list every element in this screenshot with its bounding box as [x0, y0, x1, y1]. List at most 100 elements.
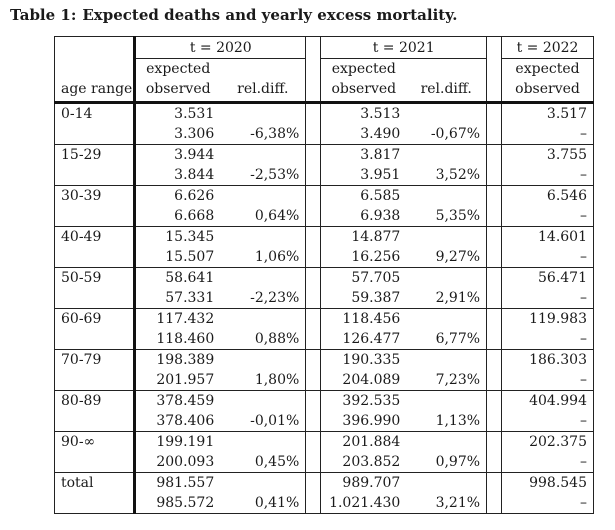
- gap-cell: [305, 144, 321, 165]
- gap-cell: [486, 493, 502, 514]
- gap-cell: [305, 472, 321, 493]
- gap-cell: [305, 247, 321, 268]
- age-range-blank: [53, 329, 135, 350]
- reldiff-2020: 1,80%: [220, 370, 306, 391]
- table-row-expected: 30-39 6.626 6.585 6.546: [53, 185, 594, 207]
- table-row-observed: 200.093 0,45% 203.852 0,97% –: [53, 452, 594, 473]
- age-range-blank: [53, 370, 135, 391]
- gap-cell: [305, 431, 321, 452]
- gap-cell: [305, 349, 321, 370]
- expected-2021: 392.535: [320, 390, 407, 411]
- table-row-expected: 0-14 3.531 3.513 3.517: [53, 102, 594, 125]
- age-range-cell: 40-49: [53, 226, 135, 247]
- gap-cell: [305, 206, 321, 227]
- gap-cell: [486, 452, 502, 473]
- reldiff-blank: [220, 227, 306, 248]
- gap-cell: [305, 411, 321, 432]
- reldiff-blank: [220, 103, 306, 125]
- observed-2020: 985.572: [133, 493, 221, 514]
- age-range-blank: [53, 165, 135, 186]
- table-row-observed: 3.844 -2,53% 3.951 3,52% –: [53, 165, 594, 186]
- gap-cell: [305, 165, 321, 186]
- observed-2022: –: [501, 452, 594, 473]
- age-range-blank: [53, 411, 135, 432]
- gap-cell: [486, 206, 502, 227]
- table-row-expected: 70-79 198.389 190.335 186.303: [53, 349, 594, 371]
- table-row-observed: 985.572 0,41% 1.021.430 3,21% –: [53, 493, 594, 514]
- reldiff-blank: [220, 350, 306, 371]
- observed-2021: 126.477: [320, 329, 407, 350]
- age-range-cell: total: [53, 472, 135, 493]
- reldiff-2021: 9,27%: [406, 247, 487, 268]
- header-age-range: age range: [53, 79, 135, 104]
- observed-2021: 16.256: [320, 247, 407, 268]
- expected-2020: 3.531: [133, 102, 221, 124]
- gap-cell: [486, 411, 502, 432]
- age-range-cell: 0-14: [53, 102, 135, 124]
- observed-2021: 203.852: [320, 452, 407, 473]
- gap-cell: [486, 226, 502, 247]
- table-row-expected: 60-69 117.432 118.456 119.983: [53, 308, 594, 330]
- header-gap: [305, 79, 321, 104]
- observed-2022: –: [501, 247, 594, 268]
- gap-cell: [486, 329, 502, 350]
- age-range-blank: [53, 124, 135, 145]
- reldiff-blank: [220, 309, 306, 330]
- table-row-observed: 15.507 1,06% 16.256 9,27% –: [53, 247, 594, 268]
- age-range-cell: 90-∞: [53, 431, 135, 452]
- gap-cell: [486, 124, 502, 145]
- age-range-blank: [53, 288, 135, 309]
- gap-cell: [486, 288, 502, 309]
- reldiff-2020: -6,38%: [220, 124, 306, 145]
- table-row-observed: 3.306 -6,38% 3.490 -0,67% –: [53, 124, 594, 145]
- reldiff-2020: 0,41%: [220, 493, 306, 514]
- expected-2022: 3.517: [501, 102, 594, 124]
- header-blank: [406, 59, 486, 80]
- expected-2020: 15.345: [133, 226, 221, 247]
- gap-cell: [486, 247, 502, 268]
- observed-2021: 6.938: [320, 206, 407, 227]
- header-blank: [53, 58, 135, 79]
- expected-2020: 6.626: [133, 185, 221, 206]
- observed-2020: 378.406: [133, 411, 221, 432]
- header-expected: expected: [320, 58, 407, 79]
- gap-cell: [305, 329, 321, 350]
- reldiff-2021: 5,35%: [406, 206, 487, 227]
- reldiff-2021: 7,23%: [406, 370, 487, 391]
- header-reldiff: rel.diff.: [220, 79, 306, 104]
- header-gap: [486, 36, 502, 59]
- reldiff-blank: [220, 186, 306, 207]
- observed-2021: 396.990: [320, 411, 407, 432]
- header-blank: [220, 59, 306, 80]
- observed-2021: 204.089: [320, 370, 407, 391]
- reldiff-2020: 0,88%: [220, 329, 306, 350]
- expected-2020: 199.191: [133, 431, 221, 452]
- header-gap: [305, 36, 321, 59]
- observed-2022: –: [501, 165, 594, 186]
- gap-cell: [305, 390, 321, 411]
- gap-cell: [486, 102, 502, 124]
- age-range-blank: [53, 247, 135, 268]
- age-range-cell: 70-79: [53, 349, 135, 370]
- reldiff-2021: 1,13%: [406, 411, 487, 432]
- table-row-expected: 50-59 58.641 57.705 56.471: [53, 267, 594, 289]
- reldiff-blank: [406, 309, 486, 330]
- expected-2022: 998.545: [501, 472, 594, 493]
- reldiff-blank: [406, 268, 486, 289]
- caption-text: Expected deaths and yearly excess mortal…: [82, 6, 458, 24]
- reldiff-2020: 0,64%: [220, 206, 306, 227]
- reldiff-2020: 1,06%: [220, 247, 306, 268]
- age-range-blank: [53, 206, 135, 227]
- reldiff-blank: [406, 350, 486, 371]
- reldiff-2021: -0,67%: [406, 124, 487, 145]
- header-observed: observed: [133, 79, 221, 104]
- observed-2020: 201.957: [133, 370, 221, 391]
- expected-2022: 56.471: [501, 267, 594, 288]
- gap-cell: [486, 308, 502, 329]
- age-range-blank: [53, 452, 135, 473]
- gap-cell: [305, 226, 321, 247]
- expected-2021: 118.456: [320, 308, 407, 329]
- observed-2020: 57.331: [133, 288, 221, 309]
- gap-cell: [305, 370, 321, 391]
- reldiff-blank: [406, 391, 486, 412]
